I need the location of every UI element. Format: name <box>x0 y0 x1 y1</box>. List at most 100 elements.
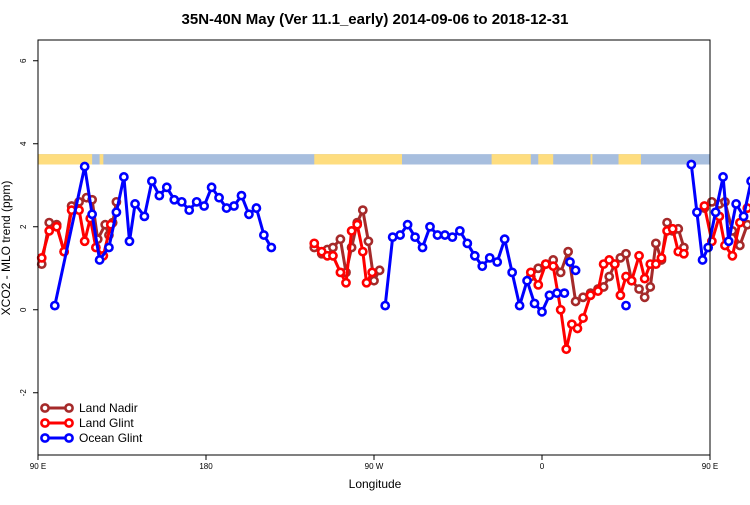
land-nadir-point <box>639 292 650 303</box>
ocean-glint-point <box>492 257 503 267</box>
legend-label: Ocean Glint <box>79 431 143 445</box>
land-glint-point <box>593 286 603 296</box>
ocean-glint-point <box>454 225 465 236</box>
x-tick-label: 90 E <box>30 462 46 471</box>
series-land-glint <box>36 201 750 355</box>
ocean-glint-point <box>118 172 129 182</box>
land-nadir-point <box>555 267 566 278</box>
ocean-glint-point <box>477 261 488 272</box>
land-glint-point <box>357 246 368 257</box>
legend-item-ocean-glint: Ocean Glint <box>40 431 143 445</box>
land-band-segment <box>38 154 93 165</box>
ocean-glint-point <box>124 236 135 247</box>
land-band-segment <box>590 154 593 165</box>
land-glint-point <box>367 267 378 278</box>
land-glint-point <box>609 259 620 269</box>
ocean-glint-point <box>410 232 420 243</box>
land-glint-point <box>572 323 583 334</box>
ocean-glint-point <box>723 236 734 247</box>
ocean-glint-point <box>621 300 631 311</box>
land-nadir-point <box>621 248 631 259</box>
land-nadir-point <box>563 246 574 257</box>
ocean-glint-point <box>236 190 247 201</box>
land-nadir-point <box>634 284 644 294</box>
ocean-glint-point <box>703 242 714 253</box>
ocean-glint-point <box>258 230 269 240</box>
land-glint-point <box>525 267 536 278</box>
land-nadir-point <box>578 292 588 303</box>
ocean-glint-point <box>565 257 575 267</box>
land-band-segment <box>538 154 554 165</box>
ocean-glint-point <box>537 306 547 317</box>
ocean-glint-point <box>184 205 195 216</box>
legend-swatch-marker <box>64 418 74 428</box>
ocean-glint-point <box>507 267 518 278</box>
land-nadir-point <box>650 238 661 249</box>
ocean-glint-point <box>710 207 721 218</box>
ocean-glint-point <box>266 242 277 253</box>
ocean-glint-point <box>529 298 540 309</box>
land-glint-point <box>634 250 644 261</box>
land-glint-point <box>578 313 588 323</box>
ocean-glint-point <box>402 219 413 230</box>
y-axis-label: XCO2 - MLO trend (ppm) <box>0 181 13 316</box>
ocean-glint-point <box>692 207 702 218</box>
ocean-glint-point <box>214 192 224 203</box>
ocean-glint-point <box>130 199 140 209</box>
ocean-glint-point <box>514 300 525 311</box>
x-tick-label: 90 W <box>365 462 384 471</box>
legend-swatch-marker <box>40 418 50 428</box>
land-nadir-point <box>734 240 745 251</box>
land-glint-point <box>36 252 47 263</box>
ocean-glint-point <box>417 242 428 253</box>
ocean-glint-point <box>686 159 697 170</box>
ocean-glint-point <box>387 232 398 243</box>
x-tick-label: 90 E <box>702 462 718 471</box>
ocean-glint-point <box>176 196 187 207</box>
ocean-glint-point <box>244 209 254 220</box>
land-glint-point <box>561 344 572 355</box>
ocean-glint-point <box>251 203 262 213</box>
legend-swatch-marker <box>64 403 74 413</box>
land-nadir-point <box>363 236 374 247</box>
land-glint-point <box>650 259 661 269</box>
ocean-glint-point <box>221 203 232 213</box>
ocean-glint-point <box>49 300 60 311</box>
ocean-glint-point <box>447 232 458 243</box>
ocean-glint-line <box>689 164 750 262</box>
legend-label: Land Glint <box>79 416 134 430</box>
land-glint-point <box>335 267 346 278</box>
land-glint-point <box>44 225 55 236</box>
x-tick-label: 0 <box>540 462 545 471</box>
ocean-glint-point <box>570 265 581 276</box>
ocean-glint-point <box>469 250 480 261</box>
land-nadir-point <box>369 275 379 286</box>
land-glint-point <box>678 248 689 259</box>
ocean-glint-point <box>432 230 443 240</box>
land-glint-point <box>51 221 62 232</box>
ocean-glint-point <box>380 300 391 311</box>
land-nadir-point <box>645 282 656 292</box>
ocean-glint-point <box>559 288 570 299</box>
land-glint-point <box>699 201 710 211</box>
ocean-glint-point <box>731 199 742 209</box>
x-axis-label: Longitude <box>349 477 402 491</box>
land-band-segment <box>491 154 531 165</box>
series-ocean-glint <box>49 159 750 317</box>
ocean-glint-point <box>395 230 406 240</box>
land-glint-point <box>727 250 738 261</box>
ocean-glint-point <box>154 190 165 201</box>
ocean-glint-point <box>87 209 98 220</box>
land-band-segment <box>618 154 641 165</box>
y-tick-label: 4 <box>19 141 28 146</box>
land-band-segment <box>99 154 104 165</box>
land-glint-point <box>540 259 551 269</box>
ocean-glint-point <box>718 172 728 182</box>
ocean-glint-point <box>544 290 555 301</box>
ocean-glint-point <box>146 176 157 186</box>
land-nadir-point <box>706 196 717 207</box>
land-nadir-point <box>335 234 346 245</box>
land-glint-point <box>328 250 338 261</box>
land-glint-point <box>533 279 544 290</box>
